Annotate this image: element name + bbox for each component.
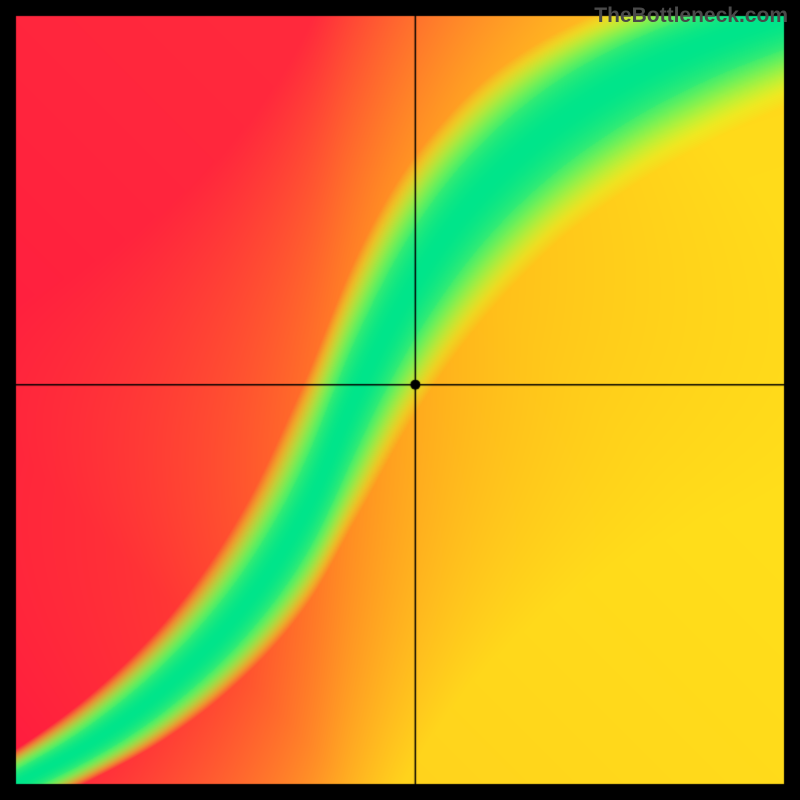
chart-container: TheBottleneck.com xyxy=(0,0,800,800)
watermark-text: TheBottleneck.com xyxy=(594,4,788,28)
heatmap-canvas xyxy=(0,0,800,800)
